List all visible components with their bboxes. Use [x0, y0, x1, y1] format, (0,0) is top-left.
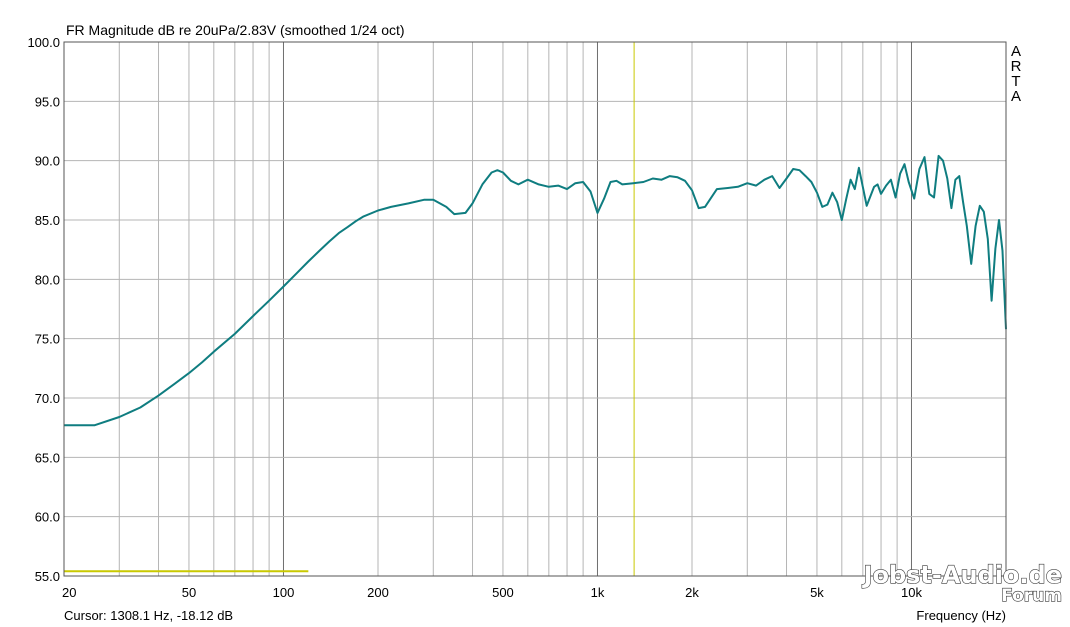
y-tick-label: 80.0: [35, 272, 60, 287]
x-tick-label: 200: [367, 585, 389, 600]
cursor-readout: Cursor: 1308.1 Hz, -18.12 dB: [64, 608, 233, 623]
y-tick-label: 90.0: [35, 154, 60, 169]
chart-title: FR Magnitude dB re 20uPa/2.83V (smoothed…: [66, 22, 405, 38]
arta-letter: R: [1011, 58, 1022, 75]
y-axis: 100.0 95.0 90.0 85.0 80.0 75.0 70.0 65.0 60.0 55.…: [27, 35, 60, 584]
x-tick-label: 1k: [591, 585, 605, 600]
watermark-logo-sub: Forum: [1001, 586, 1062, 606]
arta-letter: T: [1011, 73, 1020, 90]
x-tick-label: 100: [273, 585, 295, 600]
frequency-response-line: [64, 154, 1007, 427]
x-tick-label: 50: [182, 585, 196, 600]
series-layer: [64, 154, 1007, 427]
arta-letter: A: [1011, 88, 1021, 105]
x-tick-label: 5k: [810, 585, 824, 600]
plot-background: [64, 42, 1006, 576]
y-tick-label: 100.0: [27, 35, 60, 50]
y-tick-label: 70.0: [35, 391, 60, 406]
y-tick-label: 60.0: [35, 510, 60, 525]
y-tick-label: 85.0: [35, 213, 60, 228]
watermark-logo: Jobst-Audio.de: [862, 561, 1062, 589]
x-tick-label: 10k: [901, 585, 922, 600]
y-tick-label: 65.0: [35, 450, 60, 465]
y-tick-label: 95.0: [35, 94, 60, 109]
y-tick-label: 55.0: [35, 569, 60, 584]
x-tick-label: 500: [492, 585, 514, 600]
x-tick-label: 20: [62, 585, 76, 600]
plot-frame: [63, 41, 1007, 577]
y-tick-label: 75.0: [35, 332, 60, 347]
grid: [64, 42, 1006, 576]
x-axis-label: Frequency (Hz): [916, 608, 1006, 623]
x-axis: 20 50 100 200 500 1k 2k 5k 10k: [62, 585, 922, 600]
arta-letter: A: [1011, 43, 1021, 60]
x-tick-label: 2k: [685, 585, 699, 600]
